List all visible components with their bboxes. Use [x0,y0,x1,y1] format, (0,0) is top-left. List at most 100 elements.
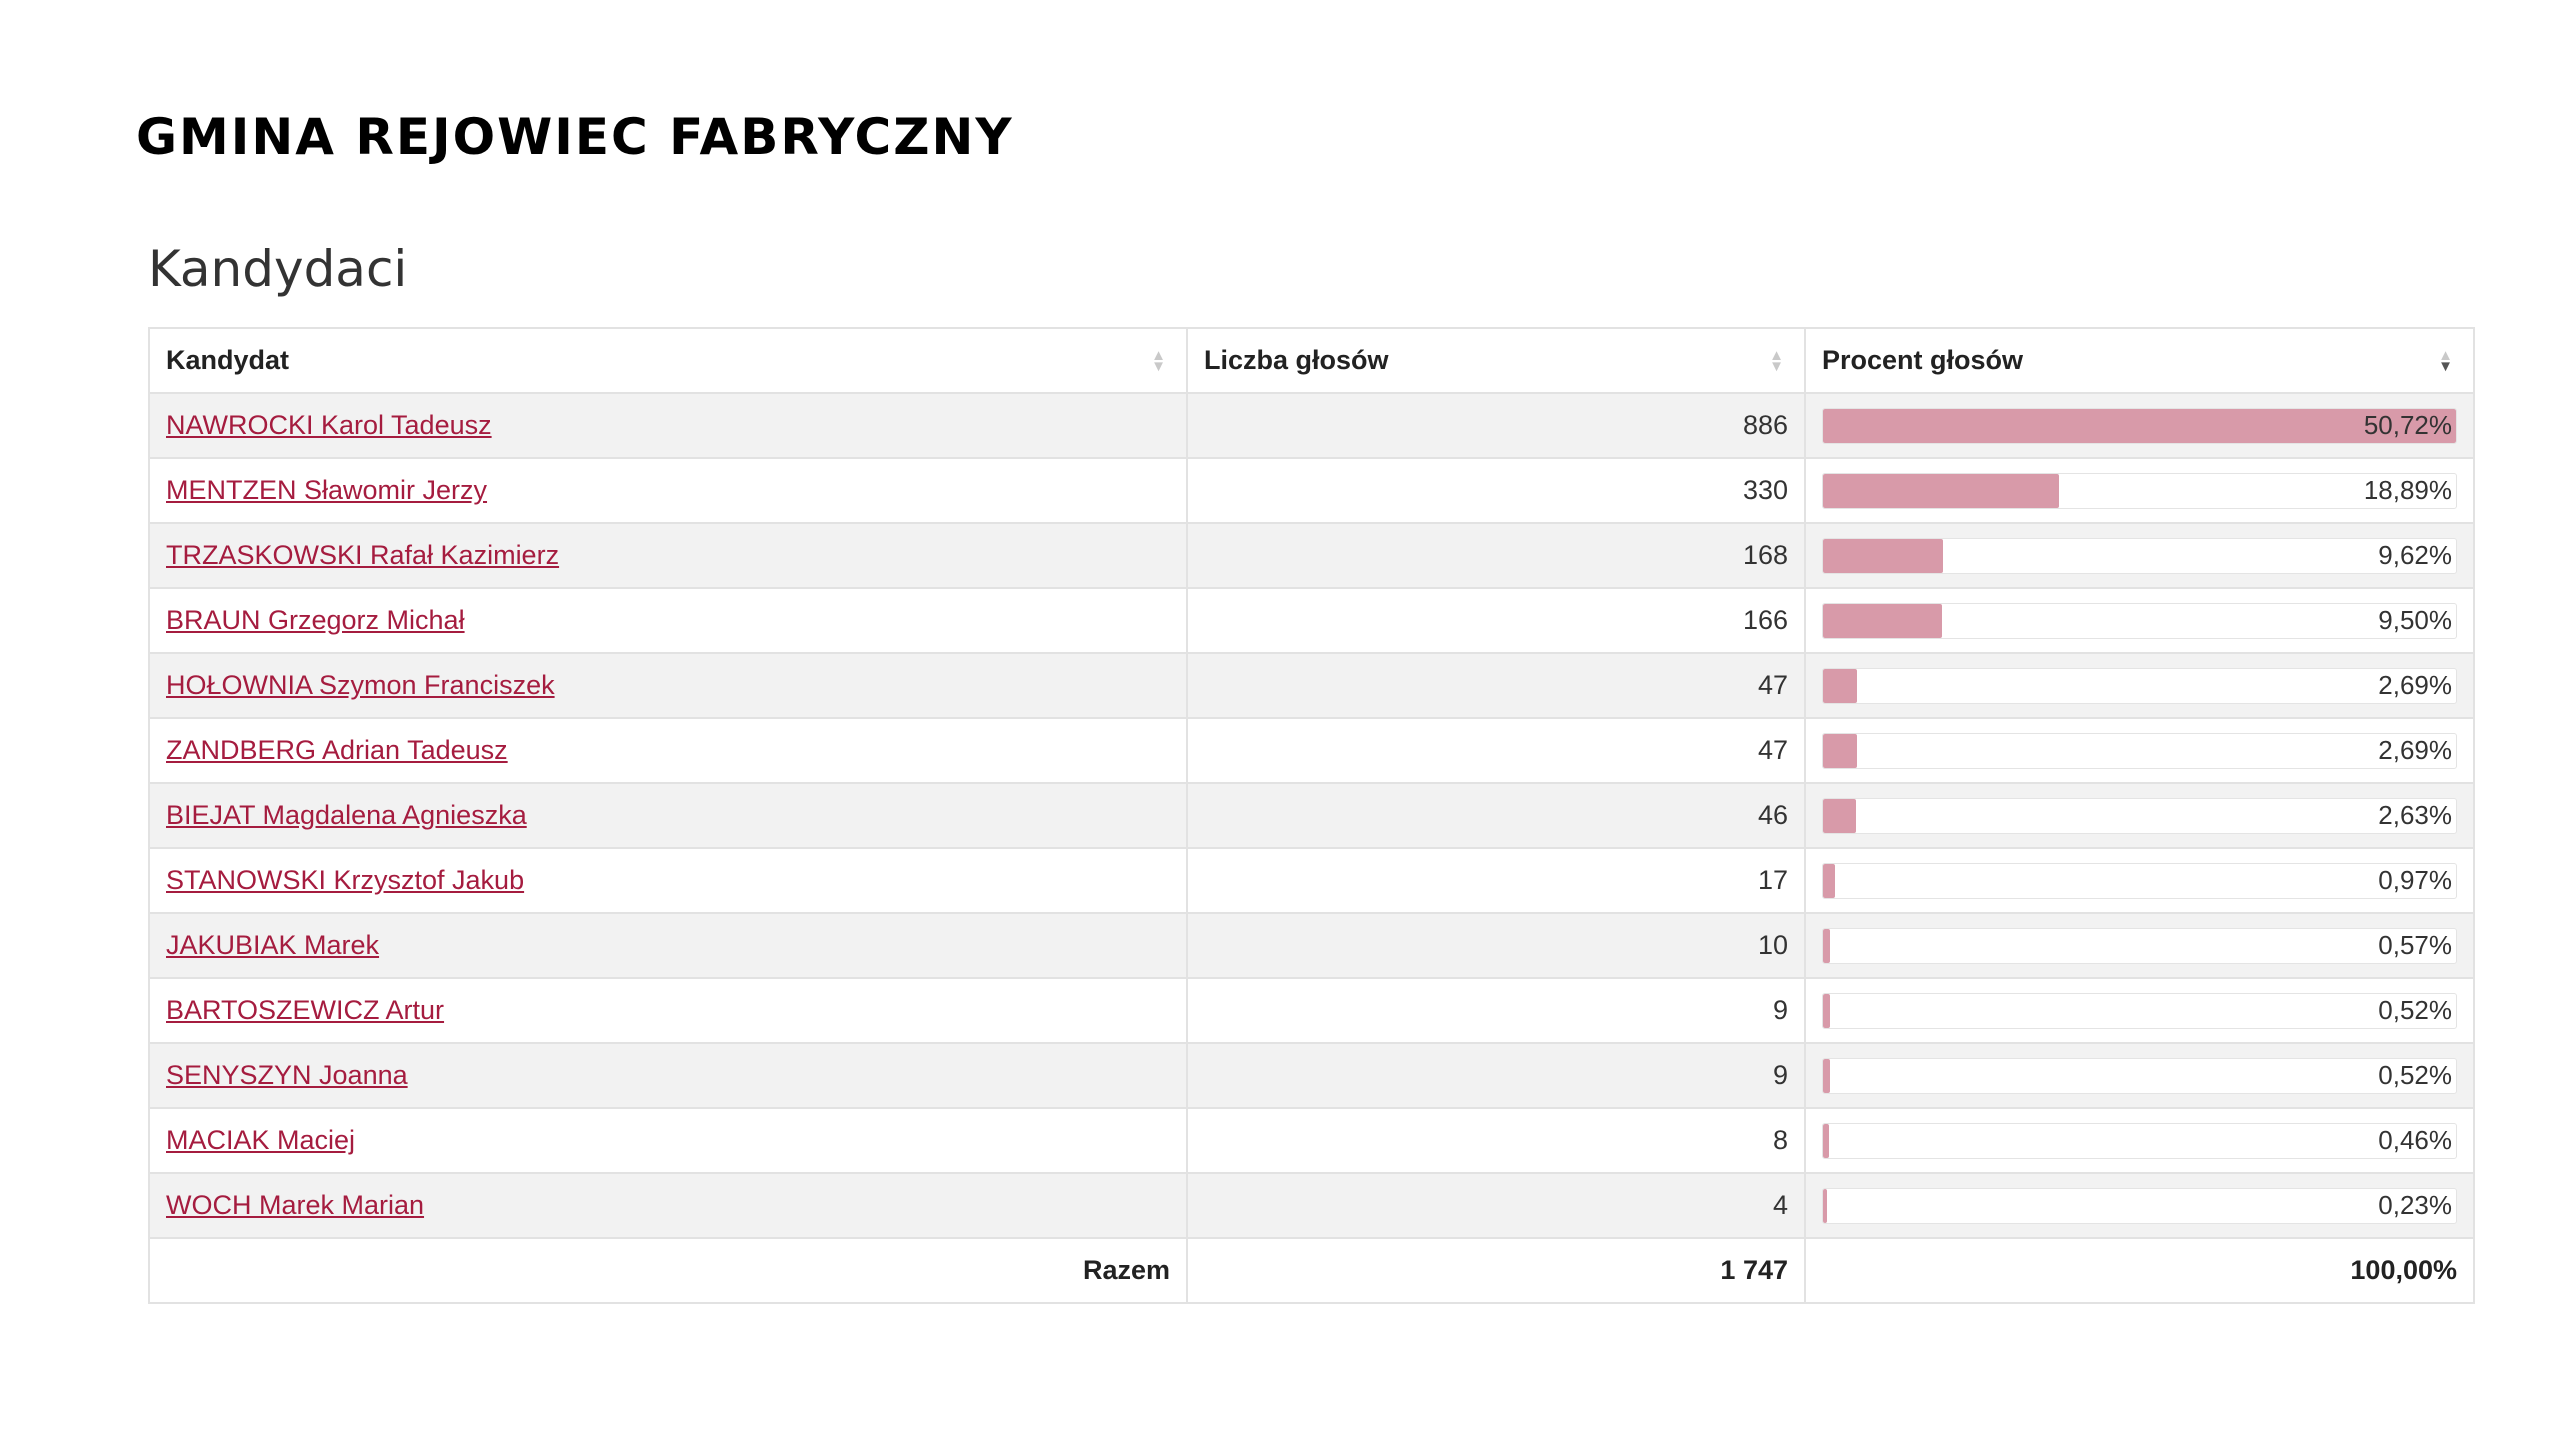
percent-cell: 9,50% [1804,587,2475,654]
table-row: STANOWSKI Krzysztof Jakub 17 0,97% [148,847,2475,914]
candidate-link[interactable]: MENTZEN Sławomir Jerzy [166,475,488,505]
percent-label: 9,62% [2378,540,2452,570]
table-row: MACIAK Maciej 8 0,46% [148,1107,2475,1174]
column-header-candidate-label: Kandydat [166,345,290,375]
column-header-percent[interactable]: Procent głosów ▲ ▼ [1804,327,2475,394]
percent-bar-fill [1823,603,1942,638]
candidate-link[interactable]: BRAUN Grzegorz Michał [166,605,465,635]
percent-label: 0,52% [2378,1060,2452,1090]
percent-bar-fill [1823,733,1857,768]
candidate-link[interactable]: TRZASKOWSKI Rafał Kazimierz [166,540,560,570]
percent-bar: 0,52% [1822,1057,2457,1094]
page-title: GMINA REJOWIEC FABRYCZNY [136,108,1014,166]
percent-label: 0,23% [2378,1190,2452,1220]
candidate-link[interactable]: MACIAK Maciej [166,1125,356,1155]
section-title: Kandydaci [148,240,408,298]
percent-bar: 18,89% [1822,472,2457,509]
percent-label: 2,69% [2378,735,2452,765]
percent-cell: 0,52% [1804,1042,2475,1109]
table-row: BIEJAT Magdalena Agnieszka 46 2,63% [148,782,2475,849]
percent-bar: 9,50% [1822,602,2457,639]
percent-bar-fill [1823,798,1856,833]
table-row: WOCH Marek Marian 4 0,23% [148,1172,2475,1239]
percent-cell: 18,89% [1804,457,2475,524]
votes-cell: 330 [1186,457,1806,524]
percent-label: 50,72% [2363,410,2452,440]
percent-cell: 0,97% [1804,847,2475,914]
candidate-link[interactable]: BARTOSZEWICZ Artur [166,995,445,1025]
candidate-cell: STANOWSKI Krzysztof Jakub [148,847,1188,914]
table-body: NAWROCKI Karol Tadeusz 886 50,72% MENTZEN S… [148,392,2475,1239]
percent-bar: 2,63% [1822,797,2457,834]
percent-bar-fill [1823,1188,1827,1223]
candidate-cell: MACIAK Maciej [148,1107,1188,1174]
votes-cell: 10 [1186,912,1806,979]
percent-bar-fill [1823,473,2059,508]
percent-bar: 2,69% [1822,732,2457,769]
percent-bar: 0,23% [1822,1187,2457,1224]
percent-bar-fill [1823,863,1836,898]
sort-arrows-icon[interactable]: ▲ ▼ [1151,346,1166,375]
percent-label: 18,89% [2363,475,2452,505]
candidate-link[interactable]: ZANDBERG Adrian Tadeusz [166,735,508,765]
votes-cell: 47 [1186,717,1806,784]
percent-cell: 50,72% [1804,392,2475,459]
percent-cell: 2,63% [1804,782,2475,849]
candidate-link[interactable]: JAKUBIAK Marek [166,930,380,960]
candidate-link[interactable]: NAWROCKI Karol Tadeusz [166,410,492,440]
table-row: NAWROCKI Karol Tadeusz 886 50,72% [148,392,2475,459]
candidate-cell: BARTOSZEWICZ Artur [148,977,1188,1044]
candidate-cell: SENYSZYN Joanna [148,1042,1188,1109]
percent-cell: 0,23% [1804,1172,2475,1239]
table-row: SENYSZYN Joanna 9 0,52% [148,1042,2475,1109]
percent-cell: 0,57% [1804,912,2475,979]
candidate-cell: BIEJAT Magdalena Agnieszka [148,782,1188,849]
percent-cell: 0,52% [1804,977,2475,1044]
votes-cell: 17 [1186,847,1806,914]
candidate-cell: NAWROCKI Karol Tadeusz [148,392,1188,459]
table-row: TRZASKOWSKI Rafał Kazimierz 168 9,62% [148,522,2475,589]
table-header-row: Kandydat ▲ ▼ Liczba głosów ▲ ▼ Procent gło… [148,327,2475,394]
column-header-candidate[interactable]: Kandydat ▲ ▼ [148,327,1188,394]
percent-bar: 0,97% [1822,862,2457,899]
percent-bar-fill [1823,993,1830,1028]
candidate-cell: BRAUN Grzegorz Michał [148,587,1188,654]
votes-cell: 47 [1186,652,1806,719]
candidate-link[interactable]: SENYSZYN Joanna [166,1060,408,1090]
percent-bar-fill [1823,1058,1830,1093]
percent-bar: 0,52% [1822,992,2457,1029]
candidate-cell: ZANDBERG Adrian Tadeusz [148,717,1188,784]
column-header-votes[interactable]: Liczba głosów ▲ ▼ [1186,327,1806,394]
percent-label: 0,57% [2378,930,2452,960]
table-row: BRAUN Grzegorz Michał 166 9,50% [148,587,2475,654]
candidate-link[interactable]: WOCH Marek Marian [166,1190,425,1220]
votes-cell: 9 [1186,1042,1806,1109]
percent-cell: 9,62% [1804,522,2475,589]
percent-bar-fill [1823,668,1857,703]
votes-cell: 166 [1186,587,1806,654]
votes-cell: 8 [1186,1107,1806,1174]
table-row: ZANDBERG Adrian Tadeusz 47 2,69% [148,717,2475,784]
table-row: BARTOSZEWICZ Artur 9 0,52% [148,977,2475,1044]
table-row: JAKUBIAK Marek 10 0,57% [148,912,2475,979]
candidate-link[interactable]: HOŁOWNIA Szymon Franciszek [166,670,555,700]
total-votes: 1 747 [1186,1237,1806,1304]
percent-bar: 0,46% [1822,1122,2457,1159]
percent-label: 9,50% [2378,605,2452,635]
column-header-percent-label: Procent głosów [1822,345,2024,375]
percent-cell: 2,69% [1804,717,2475,784]
percent-cell: 0,46% [1804,1107,2475,1174]
votes-cell: 4 [1186,1172,1806,1239]
percent-label: 0,97% [2378,865,2452,895]
total-label: Razem [148,1237,1188,1304]
total-percent: 100,00% [1804,1237,2475,1304]
candidate-link[interactable]: BIEJAT Magdalena Agnieszka [166,800,527,830]
candidate-cell: MENTZEN Sławomir Jerzy [148,457,1188,524]
candidate-cell: TRZASKOWSKI Rafał Kazimierz [148,522,1188,589]
percent-bar-fill [1823,928,1831,963]
candidate-link[interactable]: STANOWSKI Krzysztof Jakub [166,865,525,895]
percent-bar: 9,62% [1822,537,2457,574]
sort-arrows-icon[interactable]: ▲ ▼ [1769,346,1784,375]
percent-bar-fill [1823,1123,1829,1158]
sort-desc-icon[interactable]: ▲ ▼ [2438,346,2453,375]
